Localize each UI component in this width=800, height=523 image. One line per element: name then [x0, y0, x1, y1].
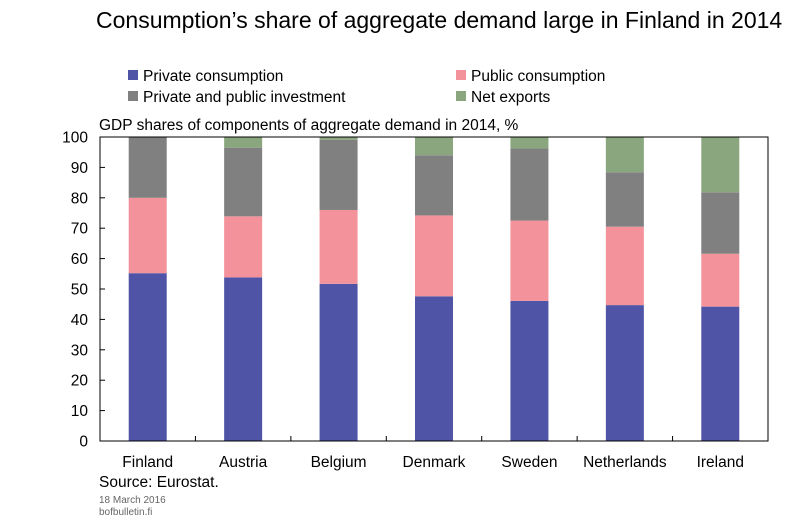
bar-denmark-public-consumption [415, 215, 453, 297]
y-tick-label-70: 70 [71, 221, 89, 238]
legend-item-investment: Private and public investment [128, 89, 345, 107]
x-tick-label-netherlands: Netherlands [583, 454, 667, 471]
bar-sweden-private-consumption [510, 300, 549, 441]
bar-sweden-private-and-public-investment [510, 148, 549, 221]
bar-sweden-net-exports [510, 137, 549, 149]
bar-denmark-net-exports [415, 137, 453, 156]
bar-netherlands-net-exports [605, 137, 644, 173]
bar-ireland-net-exports [701, 137, 740, 193]
legend-label-private-consumption: Private consumption [143, 68, 284, 85]
x-tick-label-sweden: Sweden [501, 454, 557, 471]
y-tick-label-60: 60 [71, 251, 89, 268]
legend-label-public-consumption: Public consumption [471, 68, 606, 85]
legend-swatch-public-consumption [456, 70, 466, 80]
x-tick-label-finland: Finland [122, 454, 173, 471]
x-tick-label-ireland: Ireland [697, 454, 744, 471]
bar-austria-public-consumption [224, 216, 263, 278]
publication-date: 18 March 2016 [99, 495, 166, 506]
y-tick-label-100: 100 [62, 130, 88, 147]
legend-swatch-investment [128, 91, 138, 101]
y-tick-label-90: 90 [71, 160, 89, 177]
source-note: Source: Eurostat. [99, 474, 219, 491]
legend-label-net-exports: Net exports [471, 89, 551, 106]
x-tick-label-denmark: Denmark [403, 454, 466, 471]
bar-ireland-private-and-public-investment [701, 192, 740, 254]
y-tick-label-80: 80 [71, 190, 89, 207]
x-tick-label-austria: Austria [219, 454, 268, 471]
legend-item-net-exports: Net exports [456, 89, 550, 107]
bar-netherlands-public-consumption [605, 226, 644, 306]
bar-finland-private-and-public-investment [128, 137, 167, 198]
bar-netherlands-private-consumption [605, 305, 644, 441]
site-name: bofbulletin.fi [99, 507, 153, 518]
y-tick-label-50: 50 [71, 282, 89, 299]
bar-ireland-private-consumption [701, 306, 740, 441]
y-tick-label-40: 40 [71, 312, 89, 329]
chart-subtitle: GDP shares of components of aggregate de… [99, 117, 519, 134]
bar-denmark-private-and-public-investment [415, 155, 453, 216]
bar-belgium-private-and-public-investment [319, 139, 358, 210]
bar-finland-private-consumption [128, 273, 167, 441]
bar-netherlands-private-and-public-investment [605, 172, 644, 227]
legend-item-private-consumption: Private consumption [128, 68, 283, 86]
bar-belgium-public-consumption [319, 209, 358, 284]
bar-austria-net-exports [224, 137, 263, 148]
y-tick-label-30: 30 [71, 342, 89, 359]
bar-austria-private-and-public-investment [224, 147, 263, 217]
bar-austria-private-consumption [224, 277, 263, 441]
bar-belgium-net-exports [319, 137, 358, 140]
chart-legend: Private consumption Public consumption P… [128, 68, 688, 108]
bar-finland-public-consumption [128, 197, 167, 274]
bar-sweden-public-consumption [510, 220, 549, 301]
bar-denmark-private-consumption [415, 296, 453, 441]
y-tick-label-0: 0 [79, 434, 88, 451]
bar-ireland-public-consumption [701, 253, 740, 307]
page-title: Consumption’s share of aggregate demand … [96, 7, 783, 33]
legend-swatch-net-exports [456, 91, 466, 101]
y-tick-label-10: 10 [71, 403, 89, 420]
legend-item-public-consumption: Public consumption [456, 68, 605, 86]
legend-label-investment: Private and public investment [143, 89, 346, 106]
bar-belgium-private-consumption [319, 283, 358, 441]
y-tick-label-20: 20 [71, 373, 89, 390]
legend-swatch-private-consumption [128, 70, 138, 80]
x-tick-label-belgium: Belgium [311, 454, 367, 471]
